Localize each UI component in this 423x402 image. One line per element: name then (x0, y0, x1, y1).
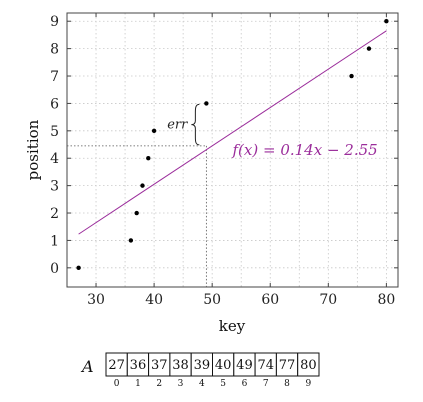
array-cell-index: 1 (135, 379, 141, 389)
y-tick-label: 0 (50, 261, 59, 277)
array-cell-value: 49 (236, 358, 253, 373)
array-cell-value: 80 (300, 358, 317, 373)
array-name: A (80, 357, 94, 376)
y-tick-label: 5 (50, 124, 59, 140)
data-point (76, 265, 81, 271)
x-tick-label: 80 (377, 292, 395, 308)
x-tick-label: 40 (145, 292, 163, 308)
array-cell-index: 0 (114, 379, 120, 389)
array-cell-index: 5 (220, 379, 226, 389)
error-label: err (167, 118, 188, 133)
array-cell-index: 7 (263, 379, 269, 389)
data-point (384, 19, 389, 24)
array-cell (297, 352, 320, 377)
array-cell-index: 2 (156, 379, 162, 389)
array-cell-index: 4 (199, 379, 205, 389)
data-point (146, 156, 151, 161)
y-tick-label: 8 (50, 42, 59, 58)
array-cell-value: 36 (130, 358, 147, 373)
array-cell-index: 9 (305, 379, 311, 389)
plot-frame (66, 12, 399, 288)
data-point (366, 46, 372, 51)
array-cell-index: 6 (242, 379, 248, 389)
array-cell-value: 38 (172, 358, 189, 373)
array-cell-value: 77 (279, 358, 296, 373)
x-tick-label: 30 (87, 292, 105, 308)
array-cell-value: 40 (215, 358, 232, 373)
data-point (140, 183, 145, 188)
grid-lines (67, 13, 398, 287)
y-tick-label: 2 (50, 206, 59, 222)
axis-ticks: 30 40 50 60 70 80 0 1 2 3 4 5 6 7 8 9 (50, 13, 398, 308)
array-cell-value: 74 (257, 358, 274, 373)
y-tick-label: 7 (50, 69, 59, 85)
y-tick-label: 6 (50, 96, 59, 112)
data-point (134, 210, 139, 216)
array-cell-index: 8 (284, 379, 290, 389)
fit-line-group: f(x) = 0.14x − 2.55 (78, 30, 387, 235)
x-axis-title: key (219, 317, 246, 335)
data-point (349, 73, 354, 79)
data-points (76, 19, 389, 271)
array-cell-value: 37 (151, 358, 168, 373)
data-point (204, 101, 209, 106)
x-tick-label: 60 (261, 292, 279, 308)
guide-lines (67, 145, 207, 287)
y-axis-title: position (24, 119, 42, 180)
y-tick-label: 3 (50, 179, 59, 195)
array-cell-value: 39 (194, 358, 211, 373)
array-cell-index: 3 (178, 379, 184, 389)
y-tick-label: 1 (50, 233, 59, 249)
array-cell-value: 27 (108, 358, 125, 373)
x-tick-label: 50 (203, 292, 221, 308)
fit-line-label: f(x) = 0.14x − 2.55 (232, 141, 378, 159)
x-tick-label: 70 (319, 292, 337, 308)
fit-line (78, 30, 387, 235)
y-tick-label: 4 (50, 151, 59, 167)
error-brace (191, 103, 200, 146)
data-point (151, 128, 157, 134)
y-tick-label: 9 (50, 14, 59, 30)
data-point (128, 238, 134, 243)
